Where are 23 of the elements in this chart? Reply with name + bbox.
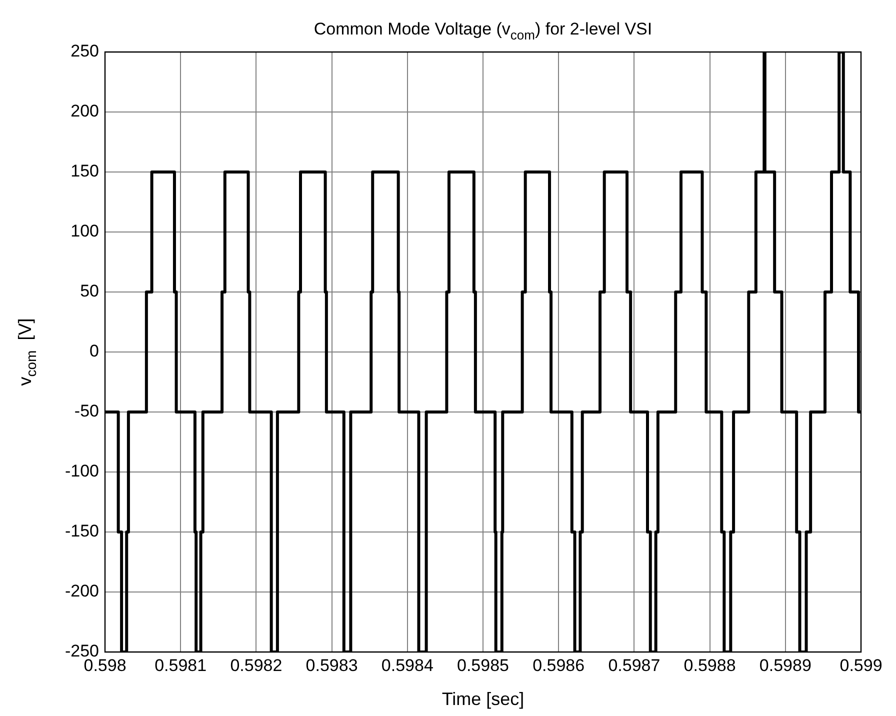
y-tick-label: -100 bbox=[64, 462, 99, 481]
y-tick-label: -50 bbox=[74, 402, 99, 421]
x-tick-label: 0.5989 bbox=[759, 656, 812, 675]
y-tick-label: 250 bbox=[70, 42, 99, 61]
y-axis-title: vcom [V] bbox=[14, 318, 40, 386]
y-tick-label: 0 bbox=[90, 342, 99, 361]
x-tick-label: 0.5984 bbox=[381, 656, 434, 675]
x-tick-label: 0.5987 bbox=[608, 656, 660, 675]
x-tick-label: 0.5982 bbox=[230, 656, 282, 675]
x-tick-label: 0.5986 bbox=[532, 656, 585, 675]
x-axis-title: Time [sec] bbox=[442, 688, 524, 709]
x-tick-label: 0.5981 bbox=[154, 656, 207, 675]
y-tick-label: 50 bbox=[80, 282, 99, 301]
x-tick-label: 0.598 bbox=[84, 656, 126, 675]
y-tick-label: 100 bbox=[70, 222, 99, 241]
y-tick-label: 150 bbox=[70, 162, 99, 181]
x-tick-label: 0.5988 bbox=[684, 656, 736, 675]
x-tick-label: 0.599 bbox=[840, 656, 882, 675]
x-tick-label: 0.5983 bbox=[306, 656, 358, 675]
x-tick-label: 0.5985 bbox=[457, 656, 509, 675]
y-tick-label: -150 bbox=[64, 522, 99, 541]
y-tick-label: -200 bbox=[64, 582, 99, 601]
y-tick-label: 200 bbox=[70, 102, 99, 121]
